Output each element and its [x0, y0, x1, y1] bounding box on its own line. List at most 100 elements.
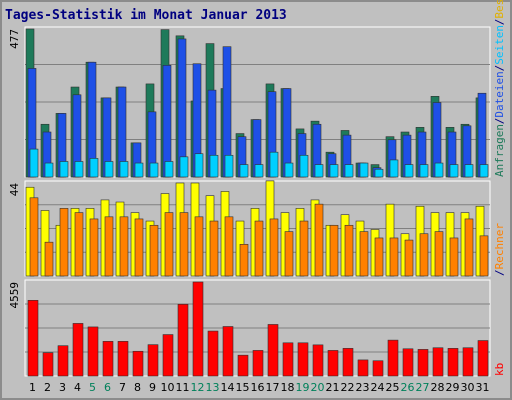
day-label-5: 5 [89, 381, 96, 394]
bar-rechner-29 [449, 237, 459, 277]
bar-seiten-18 [284, 162, 294, 178]
bar-kb-9 [147, 344, 159, 377]
bar-rechner-22 [344, 224, 354, 277]
bar-kb-17 [267, 324, 279, 377]
bar-kb-30 [462, 347, 474, 377]
bar-seiten-20 [314, 164, 324, 178]
bar-kb-2 [42, 352, 54, 377]
bar-rechner-9 [149, 224, 159, 277]
bar-seiten-5 [89, 158, 99, 178]
bar-rechner-26 [404, 239, 414, 277]
day-label-3: 3 [59, 381, 66, 394]
bar-rechner-16 [254, 220, 264, 277]
bar-kb-24 [372, 360, 384, 377]
day-label-15: 15 [236, 381, 250, 394]
legend-label-kb: kb [493, 363, 506, 376]
bar-dateien-11 [177, 38, 187, 178]
day-label-22: 22 [341, 381, 355, 394]
bar-seiten-8 [134, 162, 144, 178]
bar-seiten-9 [149, 162, 159, 178]
day-label-2: 2 [44, 381, 51, 394]
bar-seiten-14 [224, 154, 234, 178]
bar-seiten-23 [359, 162, 369, 178]
day-label-18: 18 [281, 381, 295, 394]
day-label-19: 19 [296, 381, 310, 394]
bar-kb-27 [417, 349, 429, 377]
bar-rechner-4 [74, 212, 84, 277]
bar-seiten-22 [344, 164, 354, 178]
bar-dateien-10 [162, 65, 172, 178]
bar-kb-12 [192, 281, 204, 377]
bar-kb-28 [432, 347, 444, 377]
bar-kb-14 [222, 326, 234, 377]
legend-label-anfragen: Anfragen [493, 124, 506, 177]
bar-kb-18 [282, 342, 294, 377]
bar-seiten-7 [119, 161, 129, 178]
bar-seiten-19 [299, 154, 309, 178]
ymax-label-middle: 44 [8, 183, 21, 197]
day-label-20: 20 [311, 381, 325, 394]
bar-seiten-28 [434, 162, 444, 178]
bar-seiten-25 [389, 159, 399, 178]
bar-rechner-1 [29, 197, 39, 277]
bar-rechner-20 [314, 203, 324, 277]
ymax-label-top: 477 [8, 29, 21, 49]
legend-label-slash: / [493, 19, 506, 26]
chart-title: Tages-Statistik im Monat Januar 2013 [5, 8, 287, 23]
bar-seiten-2 [44, 162, 54, 178]
bar-rechner-7 [119, 216, 129, 277]
bar-seiten-31 [479, 164, 489, 178]
bar-kb-29 [447, 348, 459, 377]
day-label-11: 11 [176, 381, 190, 394]
legend-label-besuche: Besuche [493, 0, 506, 19]
day-label-26: 26 [401, 381, 415, 394]
day-label-1: 1 [29, 381, 36, 394]
bar-kb-15 [237, 354, 249, 377]
bar-kb-7 [117, 341, 129, 377]
legend-label-dateien: Dateien [493, 71, 506, 117]
bar-seiten-13 [209, 154, 219, 178]
day-label-9: 9 [149, 381, 156, 394]
day-label-30: 30 [461, 381, 475, 394]
bar-seiten-1 [29, 148, 39, 178]
bar-rechner-28 [434, 231, 444, 277]
bar-seiten-26 [404, 164, 414, 178]
bar-kb-3 [57, 345, 69, 377]
bar-rechner-5 [89, 218, 99, 277]
bar-kb-19 [297, 342, 309, 377]
bar-seiten-21 [329, 164, 339, 178]
day-label-21: 21 [326, 381, 340, 394]
legend-label-slash: / [493, 269, 506, 276]
bar-rechner-21 [329, 224, 339, 277]
ymax-label-bottom: 4559 [8, 282, 21, 309]
legend-label-rechner: Rechner [493, 223, 506, 270]
day-label-27: 27 [416, 381, 430, 394]
day-label-6: 6 [104, 381, 111, 394]
bar-kb-11 [177, 303, 189, 377]
day-label-7: 7 [119, 381, 126, 394]
bar-rechner-11 [179, 212, 189, 277]
bar-rechner-13 [209, 220, 219, 277]
legend-label-seiten: Seiten [493, 25, 506, 65]
bar-seiten-27 [419, 164, 429, 178]
bar-seiten-15 [239, 164, 249, 178]
day-label-4: 4 [74, 381, 81, 394]
bar-seiten-29 [449, 164, 459, 178]
day-label-31: 31 [476, 381, 490, 394]
bar-seiten-16 [254, 164, 264, 178]
bar-kb-13 [207, 330, 219, 377]
day-label-28: 28 [431, 381, 445, 394]
day-label-13: 13 [206, 381, 220, 394]
bar-kb-10 [162, 334, 174, 377]
day-label-17: 17 [266, 381, 280, 394]
bar-rechner-3 [59, 208, 69, 277]
bar-seiten-12 [194, 153, 204, 178]
bar-kb-1 [27, 300, 39, 377]
bar-kb-25 [387, 339, 399, 377]
bar-kb-4 [72, 323, 84, 377]
day-label-29: 29 [446, 381, 460, 394]
bar-rechner-25 [389, 237, 399, 277]
day-label-10: 10 [161, 381, 175, 394]
bar-rechner-10 [164, 212, 174, 277]
bar-kb-20 [312, 344, 324, 377]
